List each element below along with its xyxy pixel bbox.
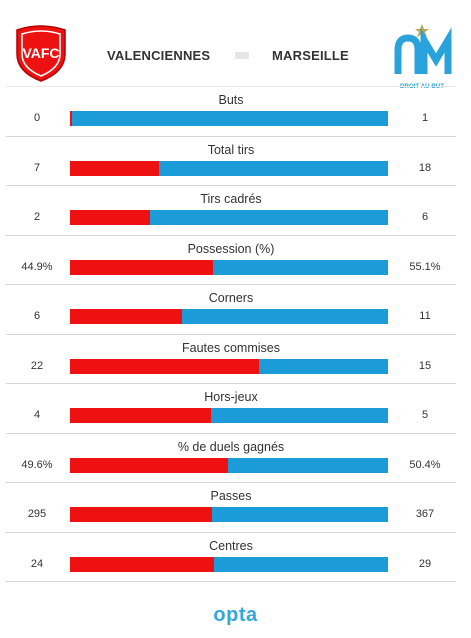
home-share-bar: [70, 160, 160, 176]
stat-row: Hors-jeux 4 5: [6, 384, 456, 434]
stat-bar: [70, 556, 388, 572]
stat-bar: [70, 210, 388, 225]
home-stat-value: 6: [33, 310, 41, 322]
away-stat-value: 5: [421, 409, 429, 421]
home-stat-value: 49.6%: [21, 458, 53, 471]
home-share-bar: [70, 556, 215, 572]
home-stat-value: 7: [33, 161, 41, 174]
away-stat-value: 11: [419, 310, 431, 322]
stat-bar: [70, 507, 388, 522]
away-stat-value: 15: [418, 359, 432, 372]
away-stat-value: 55.1%: [409, 260, 441, 273]
stat-label: Tirs cadrés: [200, 192, 262, 206]
stat-label: Possession (%): [187, 241, 275, 256]
home-share-bar: [70, 408, 212, 423]
stat-row: Passes 295 367: [6, 483, 456, 533]
home-stat-value: 2: [33, 211, 41, 223]
away-stat-value: 18: [418, 161, 432, 174]
stat-row: % de duels gagnés 49.6% 50.4%: [6, 434, 456, 483]
stat-bar: [70, 457, 388, 473]
away-stat-value: 6: [421, 211, 429, 223]
home-share-bar: [70, 358, 260, 374]
stat-row: Corners 6 11: [6, 285, 456, 335]
away-stat-value: 1: [421, 112, 429, 124]
stat-label: Fautes commises: [182, 340, 280, 355]
home-stat-value: 295: [27, 508, 47, 520]
stat-label: Centres: [209, 538, 253, 553]
home-stat-value: 22: [30, 359, 44, 372]
stat-label: Total tirs: [207, 142, 255, 157]
stat-label: Corners: [208, 291, 254, 305]
stat-bar: [70, 111, 388, 126]
home-share-bar: [70, 111, 72, 126]
home-stat-value: 44.9%: [21, 260, 53, 273]
home-share-bar: [70, 309, 183, 324]
stat-row: Centres 24 29: [6, 533, 456, 582]
away-team-name: MARSEILLE: [272, 48, 349, 63]
match-header: VAFC VALENCIENNES MARSEILLE DROIT AU BUT: [0, 0, 471, 92]
stats-table: Buts 0 1 Total tirs 7 18 Tirs cadrés 2 6 Possessi…: [6, 86, 456, 582]
stat-row: Fautes commises 22 15: [6, 335, 456, 384]
home-team-name: VALENCIENNES: [107, 48, 211, 63]
teams-separator: [235, 52, 249, 59]
home-stat-value: 24: [30, 557, 44, 570]
opta-logo: opta: [213, 604, 258, 626]
home-stat-value: 0: [33, 112, 41, 124]
stat-row: Buts 0 1: [6, 86, 456, 137]
stat-bar: [70, 358, 388, 374]
stat-bar: [70, 408, 388, 423]
stat-row: Total tirs 7 18: [6, 137, 456, 186]
marseille-crest-icon: DROIT AU BUT: [394, 24, 452, 90]
stat-bar: [70, 259, 388, 275]
away-stat-value: 50.4%: [409, 458, 441, 471]
stat-label: Passes: [210, 489, 252, 503]
stat-label: % de duels gagnés: [177, 439, 285, 454]
stat-row: Possession (%) 44.9% 55.1%: [6, 236, 456, 285]
home-share-bar: [70, 457, 228, 473]
home-stat-value: 4: [33, 409, 41, 421]
home-logo-text: VAFC: [22, 45, 59, 61]
away-stat-value: 367: [415, 508, 435, 520]
home-share-bar: [70, 259, 213, 275]
stat-bar: [70, 160, 388, 176]
stat-label: Buts: [218, 93, 244, 107]
stat-row: Tirs cadrés 2 6: [6, 186, 456, 236]
away-stat-value: 29: [418, 557, 432, 570]
home-share-bar: [70, 210, 150, 225]
stat-bar: [70, 309, 388, 324]
valenciennes-crest-icon: VAFC: [16, 25, 66, 82]
stat-label: Hors-jeux: [204, 390, 258, 404]
home-share-bar: [70, 507, 212, 522]
